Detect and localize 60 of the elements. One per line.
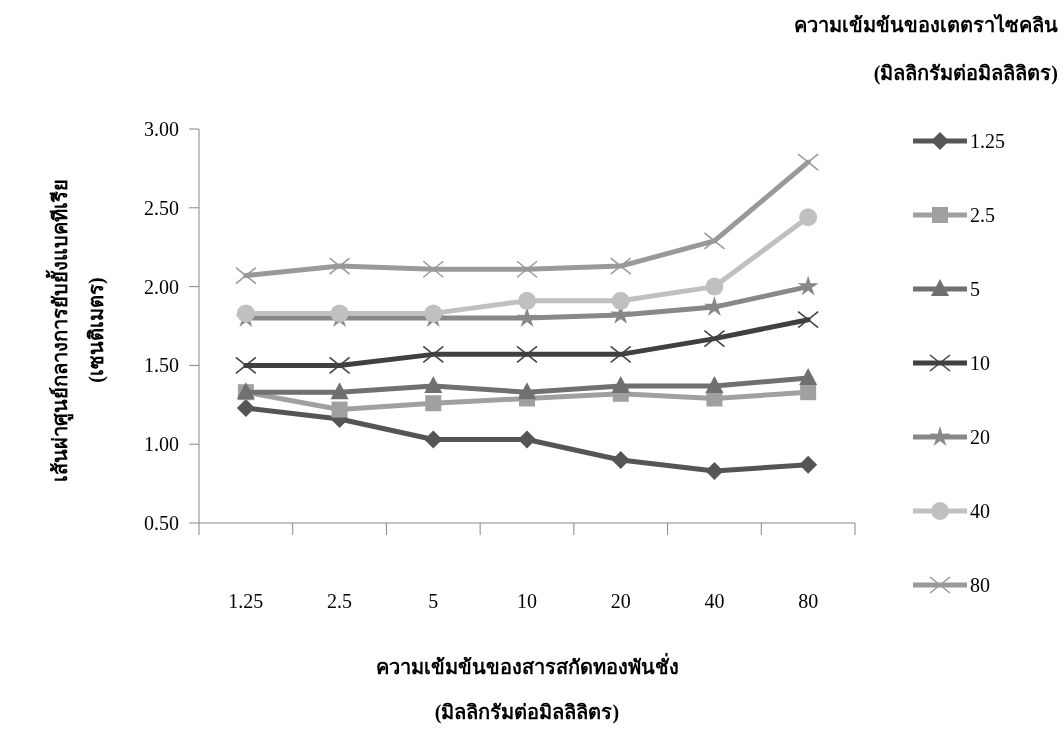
point <box>516 260 538 279</box>
y-tick-label: 2.00 <box>144 275 179 298</box>
point <box>235 356 257 375</box>
point <box>799 368 818 386</box>
point <box>518 430 536 449</box>
point <box>422 260 445 279</box>
x-axis-title: ความเข้มข้นของสารสกัดทองพันชั่ง (มิลลิกรัมต่อมิลลิลิตร) <box>375 652 679 724</box>
legend-label: 20 <box>970 426 990 448</box>
y-tick-label: 2.50 <box>144 196 179 219</box>
point <box>800 384 817 401</box>
point <box>330 304 349 323</box>
point <box>424 375 443 393</box>
point <box>330 382 349 400</box>
y-tick-label: 0.50 <box>144 512 179 534</box>
x-tick-label: 2.5 <box>327 590 353 612</box>
point <box>705 375 724 393</box>
point <box>236 304 255 323</box>
x-tick-label: 80 <box>798 590 819 612</box>
y-tick-label: 1.00 <box>144 433 179 456</box>
point <box>799 208 818 227</box>
point <box>799 455 818 474</box>
y-tick-label: 1.50 <box>144 354 179 377</box>
point <box>705 277 724 296</box>
text: ความเข้มข้นของเตตราไซคลิน (มิลลิกรัมต่อมิลลิลิตร) <box>794 14 1058 84</box>
point <box>516 307 538 328</box>
x-tick-label: 1.25 <box>228 590 264 612</box>
point <box>609 345 632 364</box>
point <box>236 398 255 417</box>
legend-label: 2.5 <box>970 204 995 226</box>
point <box>235 266 257 285</box>
point <box>797 275 819 296</box>
point <box>425 395 442 412</box>
x-tick-label: 40 <box>704 590 725 612</box>
point <box>611 375 630 393</box>
point <box>609 257 632 275</box>
point <box>703 232 726 250</box>
legend-label: 1.25 <box>970 130 1005 152</box>
legend-label: 10 <box>970 352 990 374</box>
point <box>328 356 351 375</box>
point <box>703 329 726 348</box>
y-tick-label: 3.00 <box>144 118 179 140</box>
point <box>611 450 630 469</box>
legend-label: 40 <box>970 500 990 522</box>
point <box>611 291 630 310</box>
point <box>328 257 351 275</box>
point <box>422 345 445 364</box>
legend-label: 5 <box>970 278 980 300</box>
point <box>705 461 724 480</box>
point <box>424 304 443 323</box>
x-tick-label: 10 <box>517 590 537 612</box>
point <box>518 382 536 400</box>
point <box>331 401 348 418</box>
point <box>518 291 536 310</box>
legend-label: 80 <box>970 574 990 596</box>
y-axis-title: เส้นผ่าศูนย์กลางการยับยั้งแบคทีเรีย (เซนติเมตร) <box>45 178 108 482</box>
point <box>516 345 538 364</box>
point <box>797 310 819 329</box>
x-tick-label: 5 <box>428 590 439 612</box>
x-tick-label: 20 <box>610 590 631 612</box>
point <box>797 153 819 171</box>
